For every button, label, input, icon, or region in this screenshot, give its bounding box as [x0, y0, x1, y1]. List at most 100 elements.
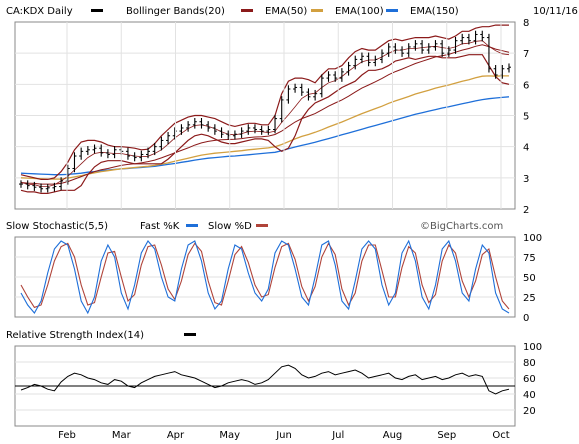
month-tick-label: Oct	[492, 430, 509, 441]
price-bar	[460, 33, 465, 45]
stoch-y-ticks: 0 25 50 75 100	[523, 233, 542, 324]
rsi-title: Relative Strength Index(14)	[6, 330, 144, 341]
legend-label-ema50: EMA(50)	[265, 6, 307, 17]
rsi-series-group	[15, 364, 515, 395]
price-bar	[480, 30, 485, 42]
rsi-y-tick: 20	[523, 406, 536, 417]
legend-swatch-ema50	[241, 9, 253, 12]
price-bar	[52, 182, 57, 192]
rsi-y-tick: 40	[523, 390, 536, 401]
price-bar	[85, 146, 90, 156]
price-bar	[346, 61, 351, 76]
bollinger-upper-line	[20, 24, 509, 180]
stoch-y-tick: 100	[523, 233, 542, 244]
stoch-y-tick: 25	[523, 293, 536, 304]
price-bar	[406, 43, 411, 57]
price-bar	[139, 150, 144, 162]
price-bar	[166, 132, 171, 145]
price-bar	[319, 74, 324, 98]
price-y-tick: 8	[523, 18, 529, 29]
price-bar	[25, 180, 30, 190]
price-bar	[433, 40, 438, 51]
rsi-y-tick: 80	[523, 358, 536, 369]
price-bar	[146, 147, 151, 159]
price-series-group	[19, 24, 511, 194]
ema150-line	[20, 96, 510, 176]
price-bar	[32, 181, 37, 191]
month-tick-label: Feb	[58, 430, 76, 441]
price-bar	[273, 114, 278, 134]
legend-swatch-ema150	[386, 9, 398, 12]
price-bar	[313, 89, 318, 101]
price-bar	[266, 125, 271, 135]
price-y-tick: 7	[523, 49, 529, 60]
price-bar	[339, 68, 344, 82]
price-bar	[132, 152, 137, 162]
stoch-slow-swatch	[256, 224, 268, 227]
price-bar	[239, 127, 244, 138]
price-bar	[212, 124, 217, 135]
price-bar	[293, 83, 298, 93]
stoch-slow-label: Slow %D	[208, 221, 252, 232]
price-bar	[326, 71, 331, 82]
price-bar	[179, 124, 184, 135]
price-bar	[359, 52, 364, 64]
price-bar	[232, 130, 237, 140]
price-bar	[19, 180, 23, 188]
month-tick-label: Jun	[275, 430, 292, 441]
rsi-y-ticks: 20 40 60 80 100	[523, 342, 542, 417]
price-bar	[279, 96, 284, 123]
legend-label-bollinger: Bollinger Bands(20)	[126, 6, 225, 17]
stoch-series-group	[20, 239, 510, 315]
price-bar	[219, 127, 224, 138]
rsi-line	[20, 364, 510, 395]
price-bar	[206, 121, 211, 132]
month-tick-label: Apr	[167, 430, 185, 441]
price-bar	[353, 55, 358, 70]
price-bar	[186, 121, 191, 132]
price-bar	[400, 46, 405, 57]
price-bar	[79, 147, 84, 160]
price-y-tick: 3	[523, 174, 529, 185]
price-bar	[306, 88, 311, 101]
legend-swatch-bollinger	[91, 9, 103, 12]
price-bar	[92, 144, 97, 154]
price-bar	[45, 184, 50, 193]
legend-swatch-ema100	[311, 9, 323, 12]
price-bar	[466, 33, 471, 45]
month-tick-label: Sep	[437, 430, 456, 441]
price-y-tick: 6	[523, 80, 529, 91]
price-bar	[105, 149, 110, 159]
rsi-gridlines	[15, 361, 515, 411]
price-bar	[333, 71, 338, 82]
stoch-title: Slow Stochastic(5,5)	[6, 221, 108, 232]
price-y-tick: 4	[523, 143, 529, 154]
price-bar	[39, 183, 44, 193]
price-bar	[246, 124, 251, 135]
price-bar	[99, 144, 104, 157]
stoch-y-tick: 50	[523, 273, 536, 284]
chart-date: 10/11/16	[533, 6, 578, 17]
price-bar	[393, 43, 398, 54]
price-bar	[453, 36, 458, 54]
price-bar	[299, 83, 304, 96]
ema50-line	[20, 44, 510, 185]
price-bar	[386, 43, 391, 57]
price-bar	[159, 136, 164, 151]
price-bar	[486, 33, 491, 73]
price-bar	[373, 55, 378, 67]
ticker-label: CA:KDX Daily	[6, 6, 73, 17]
rsi-panel: 20 40 60 80 100 Relative Strength Index(14)	[6, 330, 542, 427]
price-bar	[199, 117, 204, 129]
rsi-swatch	[184, 333, 196, 336]
price-bar	[507, 63, 511, 73]
stoch-y-tick: 75	[523, 253, 536, 264]
price-bar	[473, 30, 478, 45]
price-bar	[366, 52, 371, 67]
stoch-fast-label: Fast %K	[140, 221, 180, 232]
rsi-y-tick: 100	[523, 342, 542, 353]
price-bar	[152, 142, 157, 156]
rsi-y-tick: 60	[523, 374, 536, 385]
price-bar	[259, 125, 264, 135]
